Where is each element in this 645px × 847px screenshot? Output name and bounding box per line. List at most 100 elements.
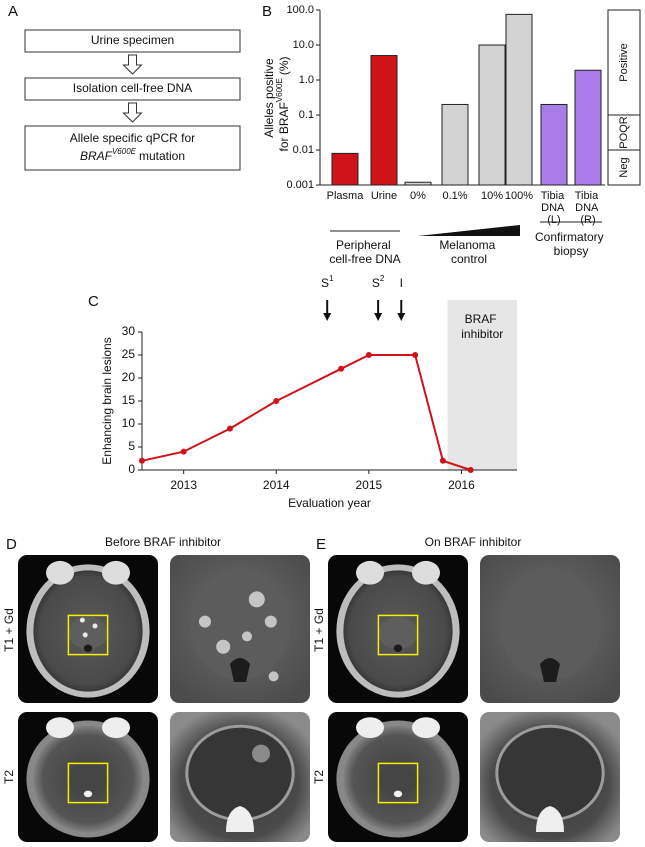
marker (226, 425, 233, 432)
roi-box (67, 614, 109, 656)
arrow-head (397, 313, 406, 321)
annotation-arrow (397, 300, 406, 321)
marker (412, 352, 419, 358)
marker (365, 352, 372, 358)
mri-zoom (170, 555, 310, 703)
orbit (46, 717, 74, 738)
y-tick-label: 0.01 (293, 144, 314, 156)
band (607, 114, 641, 151)
y-tick-label: 5 (128, 439, 135, 453)
marker (439, 457, 446, 464)
pons (189, 567, 291, 681)
group-label: Confirmatory biopsy (535, 230, 607, 258)
x-tick-label: 2015 (356, 478, 383, 492)
group-label: Peripheral cell-free DNA (329, 238, 400, 266)
row-label: T1 + Gd (312, 608, 326, 652)
lesion (199, 615, 211, 628)
flow-box (24, 29, 241, 53)
band-label: Neg (618, 157, 630, 177)
line2-end: (%) (277, 56, 291, 75)
pons (378, 616, 418, 650)
mri-image (328, 555, 468, 703)
flow-step: Isolation cell-free DNA (73, 81, 192, 95)
x-tick-label: Urine (371, 190, 397, 202)
lesion (268, 671, 279, 682)
line (141, 354, 472, 471)
flow-box (24, 125, 241, 171)
orbit (356, 560, 384, 585)
y-axis-label: Alleles positivefor BRAFV600E (%) (262, 56, 291, 151)
y-tick-label: 100.0 (286, 4, 314, 16)
bar (540, 103, 568, 186)
row-label: T2 (2, 770, 16, 784)
bar (505, 13, 533, 186)
lesion (248, 591, 265, 608)
panel-label: A (8, 3, 18, 20)
mri-image (18, 712, 158, 842)
roi-box (377, 762, 419, 804)
x-tick-label: 2013 (170, 478, 197, 492)
x-tick-label: Tibia DNA (R) (575, 190, 602, 226)
arrow-head (323, 313, 332, 321)
x-tick-label: 2016 (448, 478, 475, 492)
x-axis-label: Evaluation year (288, 496, 371, 510)
roi-box (67, 762, 109, 804)
ventricle (226, 806, 254, 832)
shaded-region (447, 300, 517, 470)
lesion (79, 617, 85, 623)
orbit (356, 717, 384, 738)
annotation-arrow (323, 300, 332, 321)
panel-label: B (262, 3, 272, 20)
y-tick-label: 10 (122, 416, 136, 430)
lesion (216, 639, 231, 654)
flow-step: Allele specific qPCR for (70, 131, 195, 145)
annotation-label: I (400, 276, 403, 290)
bar (478, 44, 506, 186)
x-tick-label: 0.1% (442, 190, 467, 202)
pons (68, 616, 108, 650)
pons (378, 766, 418, 796)
band-label: Positive (618, 43, 630, 82)
y-tick-label: 0.1 (299, 109, 314, 121)
y-tick-label: 30 (122, 324, 136, 338)
ventricle (83, 790, 93, 798)
lesion (242, 631, 252, 642)
flow-arrow (122, 102, 143, 123)
flow-box (24, 77, 241, 101)
pons (495, 724, 605, 822)
lesion (264, 615, 277, 628)
x-tick-label: 0% (410, 190, 426, 202)
arrow-head (374, 313, 383, 321)
y-tick-label: 20 (122, 370, 136, 384)
label: S (321, 276, 329, 290)
mri-image (328, 712, 468, 842)
panel-label: C (88, 293, 99, 310)
mri-zoom (170, 712, 310, 842)
bar (441, 103, 469, 186)
lesion (82, 632, 88, 638)
shaded-label: BRAF inhibitor (461, 312, 503, 341)
label: I (400, 276, 403, 290)
band-label: POQR (618, 116, 630, 148)
annotation-label: S2 (372, 274, 385, 290)
mri-image (18, 555, 158, 703)
mri-title: Before BRAF inhibitor (105, 535, 221, 549)
label: S (372, 276, 380, 290)
sup: V600E (275, 78, 284, 102)
x-tick-label: 10% (481, 190, 503, 202)
x-tick-label: 100% (505, 190, 533, 202)
ventricle (540, 658, 560, 682)
panel-label: D (6, 536, 17, 553)
orbit (412, 560, 440, 585)
panel-label: E (316, 536, 326, 553)
bar (331, 152, 359, 186)
pons (499, 567, 601, 681)
x-tick-label: Plasma (327, 190, 365, 202)
ventricle (83, 644, 93, 652)
flow-step: Urine specimen (91, 33, 174, 47)
orbit (102, 560, 130, 585)
marker (467, 467, 474, 473)
y-tick-label: 0.001 (286, 179, 314, 191)
sup: 2 (380, 274, 385, 283)
